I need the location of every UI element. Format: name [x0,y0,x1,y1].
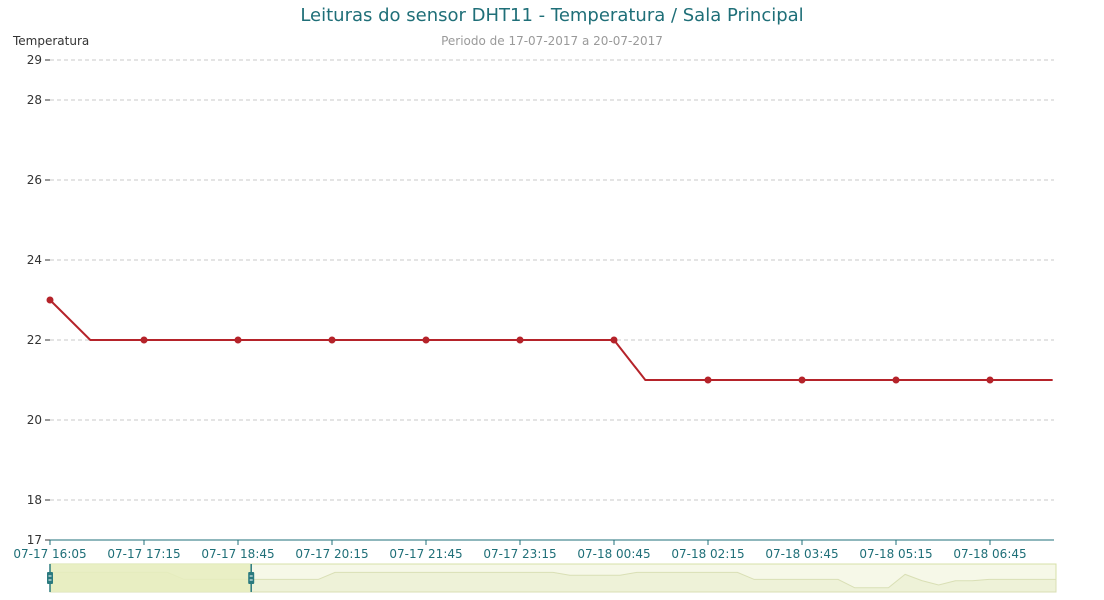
chart-subtitle: Periodo de 17-07-2017 a 20-07-2017 [441,34,663,48]
data-point[interactable] [892,376,900,384]
data-point[interactable] [140,336,148,344]
x-tick-label: 07-17 20:15 [295,547,368,561]
y-axis-label: Temperatura [12,34,89,48]
data-point[interactable] [516,336,524,344]
zoom-handle-left[interactable] [47,572,53,584]
y-tick-label: 28 [27,93,42,107]
x-tick-label: 07-18 03:45 [765,547,838,561]
data-point[interactable] [610,336,618,344]
grid-lines [50,59,1054,501]
data-point[interactable] [234,336,242,344]
y-tick-label: 18 [27,493,42,507]
x-tick-label: 07-17 17:15 [107,547,180,561]
zoom-handle-right[interactable] [248,572,255,584]
y-tick-label: 17 [27,533,42,547]
y-tick-label: 24 [27,253,42,267]
x-axis: 07-17 16:05 07-17 17:15 07-17 18:45 07-17 2… [13,539,1054,561]
series-temperatura [46,296,1053,384]
zoom-selection[interactable] [50,564,252,592]
y-axis-ticks: 17 18 20 22 24 26 28 29 [27,53,50,547]
data-point[interactable] [798,376,806,384]
x-tick-label: 07-17 18:45 [201,547,274,561]
x-tick-label: 07-17 23:15 [483,547,556,561]
y-tick-label: 20 [27,413,42,427]
y-tick-label: 29 [27,53,42,67]
data-point[interactable] [328,336,336,344]
x-tick-label: 07-17 16:05 [13,547,86,561]
zoom-slider[interactable] [47,563,1057,593]
x-tick-label: 07-18 00:45 [577,547,650,561]
x-tick-label: 07-17 21:45 [389,547,462,561]
x-tick-label: 07-18 02:15 [671,547,744,561]
y-tick-label: 22 [27,333,42,347]
data-point[interactable] [422,336,430,344]
x-tick-label: 07-18 06:45 [953,547,1026,561]
y-tick-label: 26 [27,173,42,187]
data-point[interactable] [986,376,994,384]
x-tick-label: 07-18 05:15 [859,547,932,561]
chart-title: Leituras do sensor DHT11 - Temperatura /… [300,5,803,26]
series-line [49,299,1053,381]
data-point[interactable] [704,376,712,384]
data-point[interactable] [46,296,54,304]
